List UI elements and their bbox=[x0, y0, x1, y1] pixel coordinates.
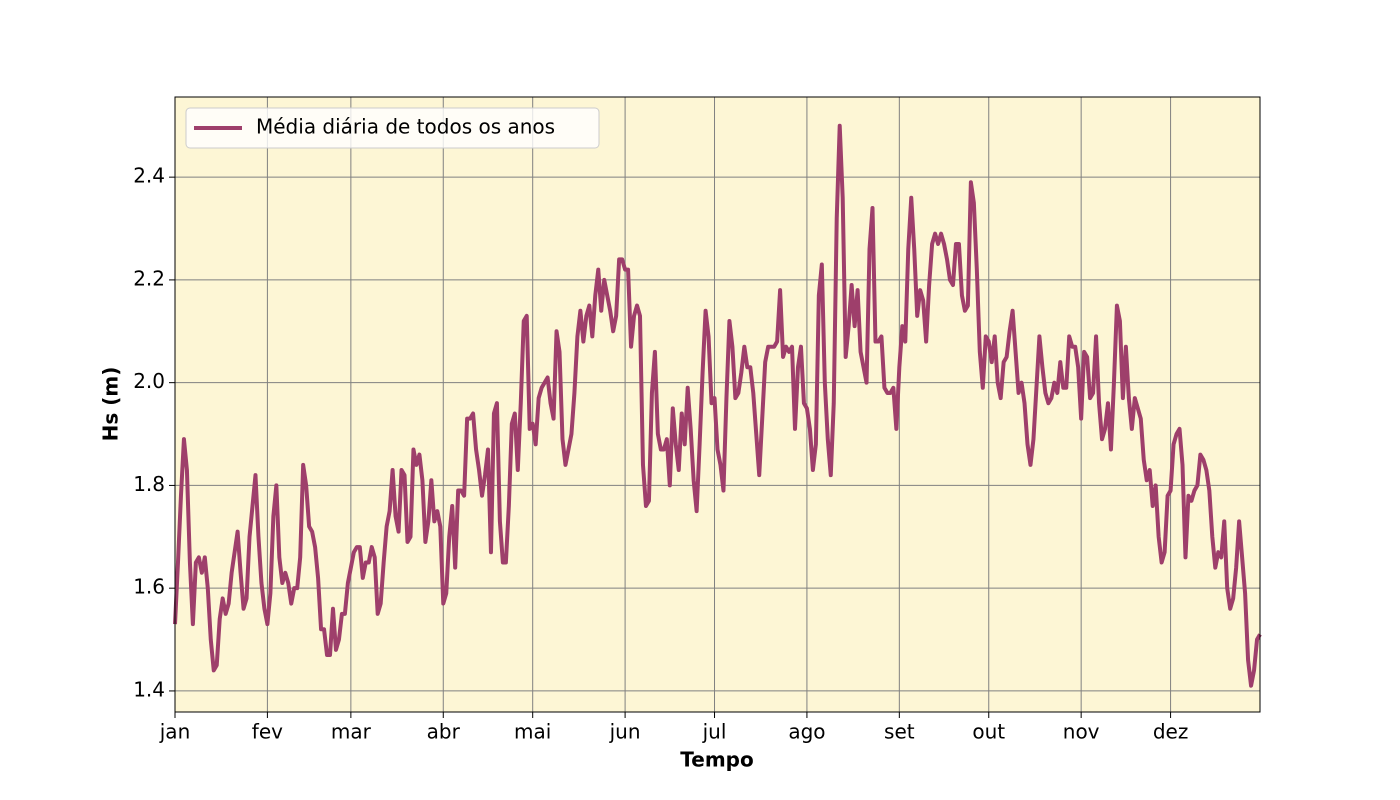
x-tick-label: mar bbox=[331, 720, 372, 744]
y-axis-label: Hs (m) bbox=[99, 367, 123, 442]
x-tick-label: mai bbox=[514, 720, 551, 744]
x-tick-label: ago bbox=[788, 720, 825, 744]
x-tick-label: fev bbox=[252, 720, 283, 744]
x-tick-label: dez bbox=[1153, 720, 1189, 744]
y-tick-label: 2.4 bbox=[133, 164, 165, 188]
y-tick-label: 2.0 bbox=[133, 369, 165, 393]
y-tick-label: 2.2 bbox=[133, 266, 165, 290]
plot-frame bbox=[174, 96, 1261, 713]
legend-label: Média diária de todos os anos bbox=[256, 115, 555, 139]
y-tick-label: 1.8 bbox=[133, 472, 165, 496]
x-tick-label: jun bbox=[609, 720, 641, 744]
y-tick-label: 1.4 bbox=[133, 677, 165, 701]
x-tick-label: set bbox=[884, 720, 915, 744]
legend: Média diária de todos os anos bbox=[185, 107, 600, 149]
x-tick-label: jul bbox=[702, 720, 727, 744]
x-tick-label: nov bbox=[1063, 720, 1100, 744]
x-tick-label: abr bbox=[427, 720, 461, 744]
x-tick-label: out bbox=[972, 720, 1005, 744]
legend-box bbox=[185, 107, 600, 149]
x-axis-label: Tempo bbox=[680, 748, 753, 772]
x-tick-label: jan bbox=[159, 720, 191, 744]
line bbox=[173, 123, 1262, 688]
y-tick-label: 1.6 bbox=[133, 575, 165, 599]
lines bbox=[173, 123, 1262, 688]
